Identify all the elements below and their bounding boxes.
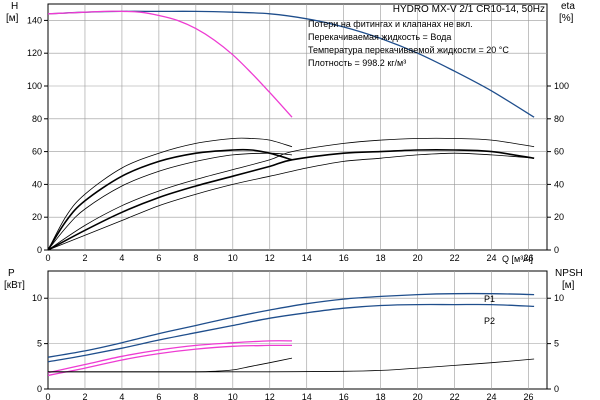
bottom-x-tick-label: 14: [302, 392, 312, 400]
top-series-eta-1-pump: [47, 148, 293, 251]
top-left-tick-label: 120: [27, 48, 42, 58]
top-left-tick-label: 100: [27, 81, 42, 91]
bottom-series-P1: [47, 292, 535, 358]
bottom-right-tick-label: 5: [554, 339, 559, 349]
top-x-tick-label: 12: [265, 253, 275, 263]
series-label-p1: P1: [484, 294, 495, 304]
top-x-tick-label: 14: [302, 253, 312, 263]
bottom-left-axis-unit: [кВт]: [4, 280, 25, 291]
top-left-tick-label: 20: [32, 212, 42, 222]
top-series-eta-2-pumps-upper: [47, 137, 535, 251]
top-left-axis-label: H: [11, 1, 18, 12]
bottom-x-tick-label: 12: [265, 392, 275, 400]
bottom-x-tick-label: 6: [156, 392, 161, 400]
top-left-tick-label: 0: [37, 245, 42, 255]
top-x-tick-label: 20: [413, 253, 423, 263]
top-right-tick-label: 80: [554, 114, 564, 124]
top-left-tick-label: 40: [32, 179, 42, 189]
bottom-series-P1-1-pump: [47, 340, 293, 374]
top-left-tick-label: 140: [27, 15, 42, 25]
bottom-right-axis-label: NPSH: [555, 268, 583, 279]
bottom-grid: [44, 270, 551, 390]
top-x-tick-label: 26: [524, 253, 534, 263]
top-series-eta-2-pumps-lower: [47, 152, 535, 251]
bottom-left-tick-label: 0: [37, 384, 42, 394]
top-right-tick-label: 40: [554, 179, 564, 189]
top-x-tick-label: 8: [193, 253, 198, 263]
bottom-left-tick-label: 10: [32, 293, 42, 303]
top-right-tick-label: 20: [554, 212, 564, 222]
top-grid: [44, 3, 551, 251]
bottom-x-tick-label: 16: [339, 392, 349, 400]
top-left-tick-label: 80: [32, 114, 42, 124]
top-series-head-1-pump: [47, 10, 293, 118]
note-line-4: Плотность = 998.2 кг/м³: [308, 58, 406, 68]
bottom-series-NPSH-2-pumps: [47, 358, 535, 373]
chart-title: HYDRO MX-V 2/1 CR10-14, 50Hz: [393, 4, 545, 15]
bottom-x-tick-label: 10: [228, 392, 238, 400]
top-right-tick-label: 0: [554, 245, 559, 255]
bottom-left-tick-label: 5: [37, 339, 42, 349]
bottom-x-tick-label: 18: [376, 392, 386, 400]
top-plot-frame: [47, 3, 548, 251]
note-line-3: Температура перекачиваемой жидкости = 20…: [308, 45, 509, 55]
bottom-x-tick-label: 24: [487, 392, 497, 400]
top-left-axis-unit: [м]: [6, 13, 19, 24]
note-line-1: Потери на фитингах и клапанах не вкл.: [308, 19, 473, 29]
top-x-tick-label: 0: [45, 253, 50, 263]
top-right-axis-label: eta: [561, 1, 575, 12]
bottom-right-axis-unit: [м]: [562, 280, 575, 291]
bottom-series-P2-1-pump: [47, 344, 293, 377]
bottom-x-tick-label: 8: [193, 392, 198, 400]
bottom-right-tick-label: 10: [554, 293, 564, 303]
bottom-x-tick-label: 4: [119, 392, 124, 400]
bottom-x-tick-label: 26: [524, 392, 534, 400]
top-x-tick-label: 22: [450, 253, 460, 263]
top-x-tick-label: 16: [339, 253, 349, 263]
series-layer: [47, 10, 535, 377]
top-x-tick-label: 4: [119, 253, 124, 263]
top-series-eta-1-pump-upper: [47, 137, 293, 251]
top-x-tick-label: 2: [82, 253, 87, 263]
top-series-eta-2-pumps: [47, 148, 535, 251]
top-right-tick-label: 100: [554, 81, 569, 91]
top-x-tick-label: 10: [228, 253, 238, 263]
bottom-x-tick-label: 0: [45, 392, 50, 400]
top-x-tick-label: 6: [156, 253, 161, 263]
bottom-left-axis-label: P: [8, 268, 15, 279]
bottom-x-tick-label: 22: [450, 392, 460, 400]
top-left-tick-label: 60: [32, 147, 42, 157]
top-right-axis-unit: [%]: [559, 13, 574, 24]
note-line-2: Перекачиваемая жидкость = Вода: [308, 32, 451, 42]
top-right-tick-label: 60: [554, 147, 564, 157]
top-series-eta-1-pump-lower: [47, 152, 293, 251]
x-axis-label: Q [м³/ч]: [502, 254, 533, 264]
bottom-plot-frame: [47, 270, 548, 390]
bottom-right-tick-label: 0: [554, 384, 559, 394]
series-label-p2: P2: [484, 316, 495, 326]
bottom-series-P2: [47, 303, 535, 363]
top-x-tick-label: 18: [376, 253, 386, 263]
bottom-x-tick-label: 2: [82, 392, 87, 400]
bottom-x-tick-label: 20: [413, 392, 423, 400]
top-x-tick-label: 24: [487, 253, 497, 263]
tick-labels: 0 2 4 6 8 10 12 14 16 18 20 22 24 2602040608010012014…: [27, 15, 569, 400]
